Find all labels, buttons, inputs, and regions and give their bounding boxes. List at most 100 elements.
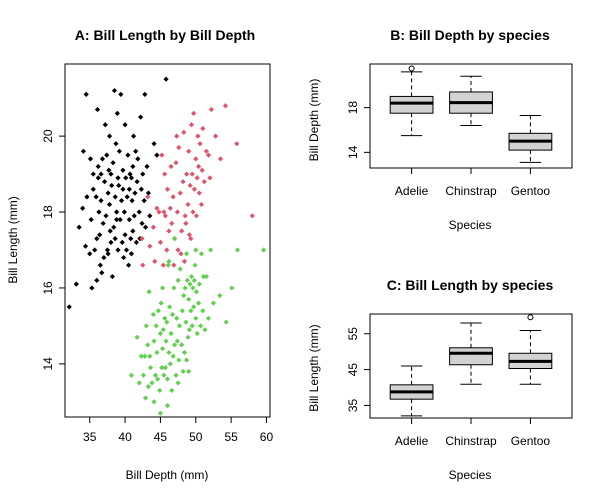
scatter-point-series-1 — [94, 236, 100, 242]
scatter-point-series-2 — [222, 103, 229, 109]
panel-a-plot-box — [64, 63, 271, 418]
scatter-point-series-1 — [123, 247, 130, 253]
panel-a-x-tick-label: 60 — [260, 430, 274, 444]
scatter-point-series-3 — [168, 330, 174, 337]
panel-b-x-tick-label: Chinstrap — [445, 184, 497, 198]
scatter-point-series-1 — [121, 254, 127, 261]
scatter-point-series-2 — [185, 201, 191, 208]
panel-c-title: C: Bill Length by species — [387, 277, 554, 293]
scatter-point-series-3 — [189, 323, 195, 329]
scatter-point-series-1 — [163, 76, 169, 82]
scatter-point-series-2 — [162, 213, 168, 219]
scatter-point-series-1 — [130, 228, 136, 234]
scatter-point-series-2 — [188, 236, 194, 242]
scatter-point-series-1 — [128, 175, 135, 181]
scatter-point-series-1 — [94, 106, 101, 113]
scatter-point-series-2 — [199, 167, 205, 173]
scatter-point-series-3 — [198, 323, 204, 329]
panel-a-x-label: Bill Depth (mm) — [126, 468, 209, 482]
scatter-point-series-1 — [127, 171, 133, 177]
scatter-point-series-1 — [105, 190, 111, 196]
scatter-point-series-3 — [143, 323, 149, 329]
scatter-point-series-3 — [171, 342, 178, 348]
scatter-point-series-3 — [186, 296, 192, 302]
scatter-point-series-1 — [128, 236, 134, 242]
scatter-point-series-1 — [130, 133, 137, 139]
scatter-point-series-1 — [118, 91, 124, 97]
scatter-point-series-1 — [136, 209, 142, 215]
outlier-point — [408, 65, 415, 72]
panel-b-y-tick-label: 18 — [346, 101, 360, 115]
scatter-point-series-3 — [167, 304, 173, 310]
scatter-point-series-3 — [186, 368, 192, 375]
panel-b-y-tick-label: 14 — [346, 145, 360, 159]
scatter-point-series-1 — [138, 114, 144, 120]
scatter-point-series-1 — [120, 186, 126, 192]
panel-c-y-tick-label: 55 — [346, 327, 360, 341]
scatter-point-series-1 — [116, 148, 123, 154]
scatter-point-series-3 — [159, 285, 166, 291]
scatter-point-series-1 — [125, 152, 131, 158]
scatter-point-series-1 — [129, 198, 135, 204]
scatter-point-series-1 — [108, 171, 114, 177]
scatter-point-series-1 — [80, 205, 86, 211]
scatter-point-series-3 — [193, 247, 199, 253]
scatter-point-series-2 — [154, 205, 160, 211]
scatter-point-series-1 — [122, 232, 128, 238]
scatter-point-series-3 — [183, 319, 189, 325]
scatter-point-series-3 — [192, 262, 198, 268]
scatter-point-series-3 — [169, 387, 175, 394]
scatter-point-series-1 — [123, 175, 129, 181]
box-chinstrap — [449, 322, 493, 385]
scatter-point-series-1 — [121, 209, 127, 215]
scatter-point-series-1 — [110, 160, 116, 166]
scatter-point-series-3 — [181, 292, 187, 299]
scatter-point-series-1 — [126, 262, 132, 268]
scatter-point-series-3 — [142, 353, 148, 359]
box-adelie — [389, 365, 434, 417]
panel-c: C: Bill Length by species 35 45 55 Adelie C… — [307, 277, 573, 482]
scatter-point-series-3 — [176, 323, 183, 329]
scatter-point-series-1 — [114, 110, 120, 116]
scatter-point-series-3 — [183, 251, 190, 257]
scatter-point-series-1 — [138, 186, 144, 192]
scatter-point-series-1 — [87, 251, 93, 257]
scatter-point-series-2 — [205, 152, 212, 158]
scatter-point-series-2 — [195, 133, 201, 139]
panel-c-y-axis: 35 45 55 — [346, 327, 370, 412]
scatter-point-series-2 — [181, 129, 187, 135]
scatter-point-series-3 — [159, 365, 165, 371]
scatter-point-series-1 — [130, 163, 136, 170]
scatter-point-series-2 — [208, 106, 214, 113]
scatter-point-series-2 — [212, 133, 219, 139]
scatter-point-series-3 — [188, 273, 195, 280]
scatter-point-series-3 — [154, 349, 160, 356]
scatter-point-series-2 — [177, 190, 183, 196]
scatter-point-series-3 — [160, 327, 166, 333]
scatter-point-series-1 — [99, 270, 105, 276]
scatter-point-series-1 — [87, 156, 94, 162]
panel-a-y-axis: 14 16 18 20 — [41, 129, 65, 371]
scatter-point-series-2 — [191, 110, 197, 116]
panel-a-x-tick-label: 40 — [118, 430, 132, 444]
scatter-point-series-2 — [190, 209, 196, 215]
scatter-point-series-2 — [189, 171, 195, 177]
scatter-point-series-2 — [174, 133, 180, 139]
panel-c-x-label: Species — [449, 468, 492, 482]
scatter-point-series-3 — [146, 289, 152, 295]
scatter-point-series-2 — [181, 258, 188, 264]
scatter-point-series-1 — [100, 220, 106, 227]
scatter-point-series-2 — [180, 179, 186, 185]
panel-a-y-tick-label: 18 — [41, 205, 55, 219]
panel-b-boxes — [389, 65, 553, 163]
scatter-point-series-1 — [106, 201, 113, 208]
scatter-point-series-2 — [186, 148, 192, 154]
scatter-point-series-1 — [120, 167, 126, 173]
scatter-point-series-2 — [178, 251, 184, 257]
scatter-point-series-2 — [164, 247, 170, 253]
scatter-point-series-1 — [145, 190, 152, 196]
scatter-point-series-1 — [141, 198, 147, 204]
scatter-point-series-1 — [126, 217, 132, 223]
scatter-point-series-3 — [188, 308, 194, 314]
scatter-point-series-1 — [113, 141, 119, 147]
